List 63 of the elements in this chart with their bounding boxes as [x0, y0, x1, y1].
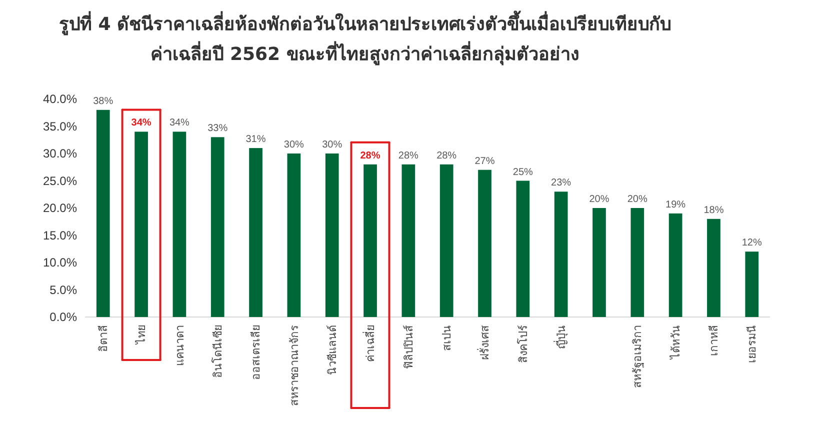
- y-tick-label: 10.0%: [42, 256, 78, 270]
- data-label: 19%: [666, 199, 686, 210]
- x-tick-label: อินโดนีเซีย: [210, 325, 224, 378]
- chart-title: รูปที่ 4 ดัชนีราคาเฉลี่ยห้องพักต่อวันในหลายประเทศเร่งตัวขึ้นเมื่อเปรียบเทียบกับ ค่าเฉลี่ยปี 2562 ขณะที่ไทยสูงกว่าค่าเฉลี่ยกลุ่มตัวอย่าง: [58, 10, 672, 66]
- y-tick-label: 20.0%: [42, 201, 78, 216]
- x-tick-label: แคนาดา: [174, 325, 186, 366]
- data-label: 23%: [551, 178, 572, 189]
- bar: [707, 218, 720, 317]
- bar: [516, 180, 530, 317]
- data-label: 33%: [208, 123, 228, 134]
- data-label: 38%: [93, 96, 114, 107]
- y-tick-label: 40.0%: [42, 92, 78, 106]
- x-tick-label: สหราชอาณาจักร: [288, 325, 301, 406]
- x-tick-label: ออสเตรเลีย: [250, 325, 263, 380]
- data-label: 20%: [589, 194, 610, 205]
- bar: [364, 164, 377, 317]
- bar: [402, 164, 416, 317]
- bar: [287, 154, 301, 317]
- x-tick-label: ไทย: [135, 325, 148, 345]
- bar: [440, 164, 454, 317]
- data-label: 28%: [398, 150, 419, 162]
- data-label: 18%: [704, 204, 724, 216]
- x-tick-label: นิวซีแลนด์: [326, 325, 339, 375]
- data-label: 20%: [627, 194, 648, 205]
- y-tick-label: 5.0%: [50, 282, 78, 297]
- bar: [745, 252, 759, 317]
- x-tick-label: ฝรั่งเศส: [476, 325, 492, 360]
- data-label: 30%: [322, 140, 342, 150]
- bar: [96, 110, 110, 317]
- data-label: 28%: [436, 150, 457, 162]
- bar: [630, 208, 644, 317]
- y-tick-label: 15.0%: [42, 228, 78, 242]
- bar: [478, 170, 492, 317]
- x-tick-label: ไต้หวัน: [669, 325, 682, 360]
- bar: [325, 154, 339, 317]
- x-tick-label: สิงคโปร์: [516, 325, 530, 363]
- data-label: 30%: [284, 140, 304, 150]
- x-tick-label: ฟิลิปปินส์: [402, 325, 416, 369]
- x-tick-label: เยอรมนี: [746, 325, 759, 363]
- x-tick-label: สหรัฐอเมริกา: [632, 325, 644, 388]
- data-label: 25%: [512, 166, 534, 178]
- y-tick-label: 35.0%: [42, 119, 78, 134]
- y-tick-label: 0.0%: [50, 310, 78, 324]
- bar: [134, 132, 148, 317]
- y-tick-label: 25.0%: [42, 174, 78, 188]
- x-tick-label: ค่าเฉลี่ย: [362, 325, 378, 362]
- x-tick-label: ญี่ปุ่น: [552, 325, 568, 349]
- bar: [172, 132, 186, 317]
- data-label: 34%: [169, 118, 190, 129]
- data-label: 34%: [131, 118, 152, 129]
- x-tick-label: อิตาลี: [96, 325, 110, 352]
- bar: [249, 148, 262, 317]
- data-label: 31%: [246, 134, 266, 146]
- y-tick-label: 30.0%: [42, 146, 78, 161]
- bar: [210, 137, 224, 317]
- x-tick-label: เกาหลี: [708, 325, 721, 356]
- data-label: 27%: [474, 156, 495, 167]
- data-label: 28%: [360, 150, 380, 162]
- bar: [668, 213, 682, 317]
- bar: [592, 208, 606, 317]
- data-label: 12%: [742, 238, 762, 249]
- bar: [554, 192, 568, 317]
- x-tick-label: สเปน: [441, 325, 454, 351]
